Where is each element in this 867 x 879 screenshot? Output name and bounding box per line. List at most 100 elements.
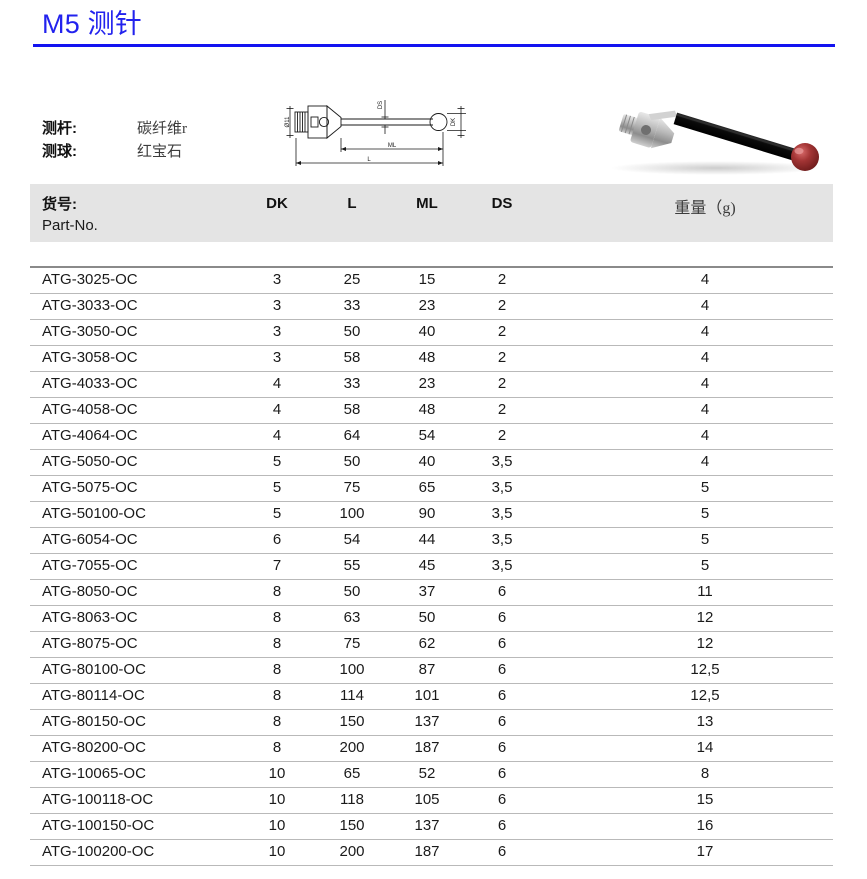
cell-dk: 8 xyxy=(272,609,282,626)
cell-dk: 8 xyxy=(272,661,282,678)
cell-l: 63 xyxy=(343,609,361,626)
cell-l: 64 xyxy=(343,427,361,444)
cell-dk: 3 xyxy=(272,297,282,314)
cell-l: 200 xyxy=(339,843,365,860)
cell-part-no: ATG-10065-OC xyxy=(42,765,146,782)
cell-weight: 11 xyxy=(697,583,713,600)
cell-ml: 87 xyxy=(418,661,436,678)
table-row: ATG-7055-OC 7 55 45 3,5 5 xyxy=(30,554,833,580)
dim-label-stem-diameter: DS xyxy=(378,101,384,109)
material-spec-list: 测杆: 碳纤维r 测球: 红宝石 xyxy=(42,117,282,163)
cell-part-no: ATG-80200-OC xyxy=(42,739,146,756)
cell-part-no: ATG-5050-OC xyxy=(42,453,138,470)
cell-l: 100 xyxy=(339,661,365,678)
cell-weight: 4 xyxy=(700,375,710,392)
table-row: ATG-8063-OC 8 63 50 6 12 xyxy=(30,606,833,632)
cell-dk: 3 xyxy=(272,271,282,288)
cell-ml: 187 xyxy=(414,843,440,860)
cell-weight: 5 xyxy=(700,479,710,496)
cell-l: 50 xyxy=(343,323,361,340)
table-row: ATG-4064-OC 4 64 54 2 4 xyxy=(30,424,833,450)
cell-part-no: ATG-6054-OC xyxy=(42,531,138,548)
stylus-spec-table: 货号: Part-No. DK L ML DS 重量（g) ATG-3025-O… xyxy=(30,184,833,866)
cell-ml: 40 xyxy=(418,453,436,470)
cell-ml: 45 xyxy=(418,557,436,574)
cell-l: 50 xyxy=(343,453,361,470)
cell-part-no: ATG-8050-OC xyxy=(42,583,138,600)
spec-value-stem: 碳纤维r xyxy=(137,121,187,137)
cell-part-no: ATG-100150-OC xyxy=(42,817,155,834)
cell-weight: 4 xyxy=(700,271,710,288)
cell-l: 200 xyxy=(339,739,365,756)
dim-label-measuring-length: ML xyxy=(388,143,397,149)
table-row: ATG-50100-OC 5 100 90 3,5 5 xyxy=(30,502,833,528)
cell-dk: 8 xyxy=(272,713,282,730)
cell-l: 58 xyxy=(343,349,361,366)
cell-ml: 101 xyxy=(414,687,440,704)
table-row: ATG-100200-OC 10 200 187 6 17 xyxy=(30,840,833,866)
cell-ds: 2 xyxy=(497,375,507,392)
table-row: ATG-80100-OC 8 100 87 6 12,5 xyxy=(30,658,833,684)
table-row: ATG-5075-OC 5 75 65 3,5 5 xyxy=(30,476,833,502)
cell-weight: 4 xyxy=(700,427,710,444)
cell-part-no: ATG-3033-OC xyxy=(42,297,138,314)
cell-ml: 48 xyxy=(418,401,436,418)
title-divider xyxy=(33,44,835,47)
cell-ml: 187 xyxy=(414,739,440,756)
table-row: ATG-4058-OC 4 58 48 2 4 xyxy=(30,398,833,424)
cell-dk: 7 xyxy=(272,557,282,574)
cell-ds: 2 xyxy=(497,323,507,340)
table-row: ATG-4033-OC 4 33 23 2 4 xyxy=(30,372,833,398)
cell-l: 58 xyxy=(343,401,361,418)
cell-dk: 10 xyxy=(268,791,286,808)
stylus-technical-drawing: Ø11 DS DK ML xyxy=(283,92,498,177)
cell-ml: 40 xyxy=(418,323,436,340)
dim-label-thread-diameter: Ø11 xyxy=(285,116,291,128)
table-row: ATG-3033-OC 3 33 23 2 4 xyxy=(30,294,833,320)
table-row: ATG-8075-OC 8 75 62 6 12 xyxy=(30,632,833,658)
col-header-dk: DK xyxy=(266,195,288,212)
cell-part-no: ATG-80150-OC xyxy=(42,713,146,730)
table-row: ATG-10065-OC 10 65 52 6 8 xyxy=(30,762,833,788)
cell-ml: 23 xyxy=(418,375,436,392)
spec-row-ball: 测球: 红宝石 xyxy=(42,140,282,163)
col-header-ml: ML xyxy=(416,195,438,212)
cell-ds: 6 xyxy=(497,661,507,678)
cell-ds: 6 xyxy=(497,687,507,704)
cell-part-no: ATG-8063-OC xyxy=(42,609,138,626)
cell-l: 150 xyxy=(339,817,365,834)
cell-weight: 16 xyxy=(696,817,714,834)
cell-dk: 4 xyxy=(272,375,282,392)
table-row: ATG-80150-OC 8 150 137 6 13 xyxy=(30,710,833,736)
cell-dk: 6 xyxy=(272,531,282,548)
table-row: ATG-6054-OC 6 54 44 3,5 5 xyxy=(30,528,833,554)
table-row: ATG-80114-OC 8 114 101 6 12,5 xyxy=(30,684,833,710)
cell-dk: 5 xyxy=(272,453,282,470)
table-row: ATG-3050-OC 3 50 40 2 4 xyxy=(30,320,833,346)
cell-ml: 44 xyxy=(418,531,436,548)
cell-ds: 2 xyxy=(497,401,507,418)
dim-label-total-length: L xyxy=(367,157,371,163)
cell-dk: 5 xyxy=(272,505,282,522)
cell-ml: 23 xyxy=(418,297,436,314)
cell-weight: 5 xyxy=(700,531,710,548)
cell-ds: 6 xyxy=(497,765,507,782)
product-photo xyxy=(586,86,840,178)
cell-dk: 10 xyxy=(268,843,286,860)
cell-ml: 50 xyxy=(418,609,436,626)
cell-ds: 3,5 xyxy=(491,557,513,574)
cell-dk: 3 xyxy=(272,349,282,366)
cell-l: 65 xyxy=(343,765,361,782)
cell-ds: 2 xyxy=(497,349,507,366)
cell-ml: 37 xyxy=(418,583,436,600)
cell-l: 114 xyxy=(340,687,364,704)
cell-ml: 52 xyxy=(418,765,436,782)
cell-l: 150 xyxy=(339,713,365,730)
cell-weight: 4 xyxy=(700,453,710,470)
cell-ml: 137 xyxy=(414,817,440,834)
table-row: ATG-8050-OC 8 50 37 6 11 xyxy=(30,580,833,606)
col-header-part-no-cn: 货号: xyxy=(42,196,77,213)
cell-part-no: ATG-3050-OC xyxy=(42,323,138,340)
table-header-divider xyxy=(30,266,833,268)
cell-ds: 6 xyxy=(497,583,507,600)
